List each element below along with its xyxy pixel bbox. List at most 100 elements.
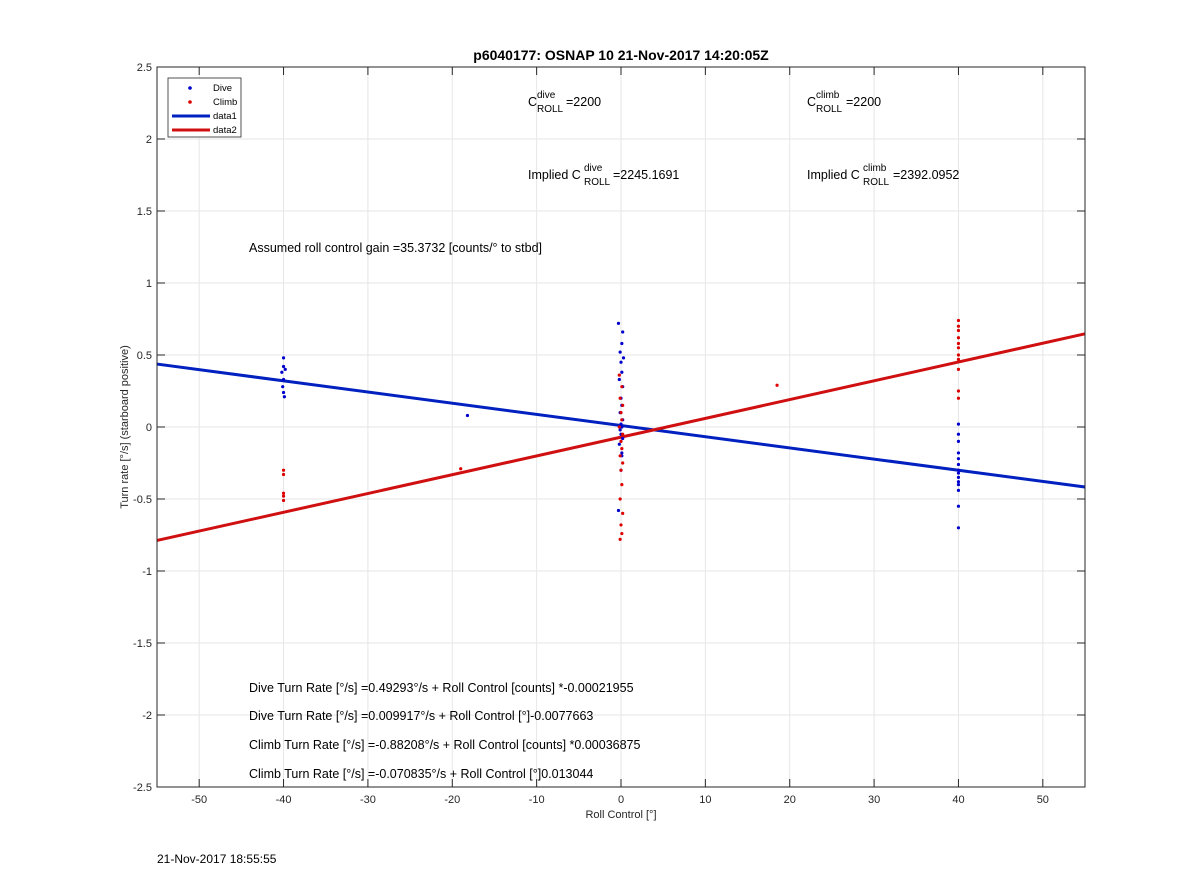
dive-point [956, 439, 961, 443]
dive-point [281, 364, 286, 369]
x-tick-label: -30 [360, 794, 376, 806]
climb-point [775, 383, 779, 387]
y-tick-label: -1.5 [133, 638, 152, 650]
legend-dive-label: Dive [213, 83, 232, 94]
legend-dive-marker [188, 86, 192, 90]
y-tick-label: 1.5 [137, 206, 152, 218]
implied-climb-value: =2392.0952 [893, 168, 959, 182]
equation-climb-counts: Climb Turn Rate [°/s] =-0.88208°/s + Rol… [249, 738, 641, 752]
dive-point [956, 483, 961, 487]
dive-point [956, 451, 961, 455]
legend-box [167, 77, 242, 138]
legend-climb-label: Climb [213, 97, 237, 108]
dive-point [620, 425, 624, 429]
climb-point [619, 523, 623, 527]
equation-climb-degrees: Climb Turn Rate [°/s] =-0.070835°/s + Ro… [249, 767, 593, 781]
climb-point [956, 328, 961, 333]
climb-point [956, 389, 961, 393]
climb-point [281, 491, 286, 495]
dive-point [281, 377, 286, 382]
c-dive-sub: ROLL [537, 104, 564, 115]
climb-point [621, 511, 625, 515]
implied-climb-prefix: Implied C [807, 168, 860, 182]
c-roll-climb-annotation: C climb ROLL =2200 [807, 90, 881, 115]
y-tick-label: 2.5 [137, 62, 152, 74]
dive-point [620, 341, 624, 346]
climb-point [621, 432, 625, 436]
y-tick-label: 0 [146, 422, 152, 434]
climb-point [956, 324, 961, 328]
x-tick-label: 50 [1037, 794, 1049, 806]
dive-point [617, 377, 621, 382]
dive-point [281, 385, 285, 389]
climb-point [281, 472, 286, 477]
x-tick-label: -40 [276, 794, 292, 806]
dive-point [616, 321, 621, 325]
y-axis-label: Turn rate [°/s] (starboard positive) [119, 345, 131, 509]
y-tick-label: -2.5 [133, 782, 152, 794]
implied-dive-annotation: Implied C dive ROLL =2245.1691 [528, 163, 679, 188]
c-climb-value: =2200 [846, 95, 881, 109]
climb-point [956, 396, 961, 400]
y-tick-label: -1 [142, 566, 152, 578]
dive-point [618, 428, 622, 432]
climb-point [956, 336, 961, 340]
dive-point [621, 330, 625, 334]
implied-climb-sub: ROLL [863, 177, 890, 188]
x-tick-label: 30 [868, 794, 880, 806]
dive-point [621, 356, 626, 360]
dive-point [617, 442, 621, 446]
climb-point [618, 497, 622, 501]
gain-annotation: Assumed roll control gain =35.3732 [coun… [249, 241, 542, 255]
climb-point [620, 531, 624, 536]
dive-point [956, 480, 961, 484]
dive-point [281, 356, 286, 360]
dive-point [618, 350, 622, 354]
c-roll-dive-annotation: C dive ROLL =2200 [528, 90, 601, 115]
climb-point [619, 439, 623, 443]
x-tick-label: -20 [444, 794, 460, 806]
dive-point [620, 370, 624, 374]
x-tick-label: -10 [529, 794, 545, 806]
climb-point [620, 447, 624, 451]
y-tick-label: 0.5 [137, 350, 152, 362]
implied-climb-sup: climb [863, 163, 887, 174]
climb-point [620, 483, 624, 487]
climb-point [617, 373, 621, 377]
dive-point [280, 370, 284, 374]
x-tick-label: -50 [191, 794, 207, 806]
y-tick-label: -2 [142, 710, 152, 722]
climb-point [620, 418, 624, 422]
implied-climb-annotation: Implied C climb ROLL =2392.0952 [807, 163, 959, 188]
dive-point [956, 526, 961, 530]
x-axis-label: Roll Control [°] [585, 809, 656, 821]
c-climb-base: C [807, 95, 816, 109]
climb-point [281, 498, 286, 503]
x-tick-label: 0 [618, 794, 624, 806]
implied-dive-sub: ROLL [584, 177, 611, 188]
climb-point [619, 468, 623, 472]
climb-point [956, 346, 961, 350]
dive-point [956, 471, 961, 475]
climb-point [618, 396, 622, 400]
climb-point [459, 467, 463, 471]
climb-point [281, 494, 286, 498]
climb-point [619, 411, 623, 415]
climb-point [956, 353, 961, 357]
footer-timestamp: 21-Nov-2017 18:55:55 [157, 852, 277, 866]
climb-point [621, 403, 625, 407]
implied-dive-sup: dive [584, 163, 603, 174]
x-tick-label: 20 [784, 794, 796, 806]
dive-point [956, 468, 961, 472]
dive-point [620, 451, 624, 455]
legend: Dive Climb data1 data2 [167, 77, 242, 138]
dive-point [956, 432, 961, 436]
climb-point [618, 454, 622, 458]
dive-point [465, 413, 470, 418]
x-tick-label: 40 [952, 794, 964, 806]
climb-point [956, 367, 961, 371]
climb-point [621, 461, 625, 465]
y-tick-label: -0.5 [133, 494, 152, 506]
dive-point [956, 422, 961, 426]
c-climb-sub: ROLL [816, 104, 843, 115]
